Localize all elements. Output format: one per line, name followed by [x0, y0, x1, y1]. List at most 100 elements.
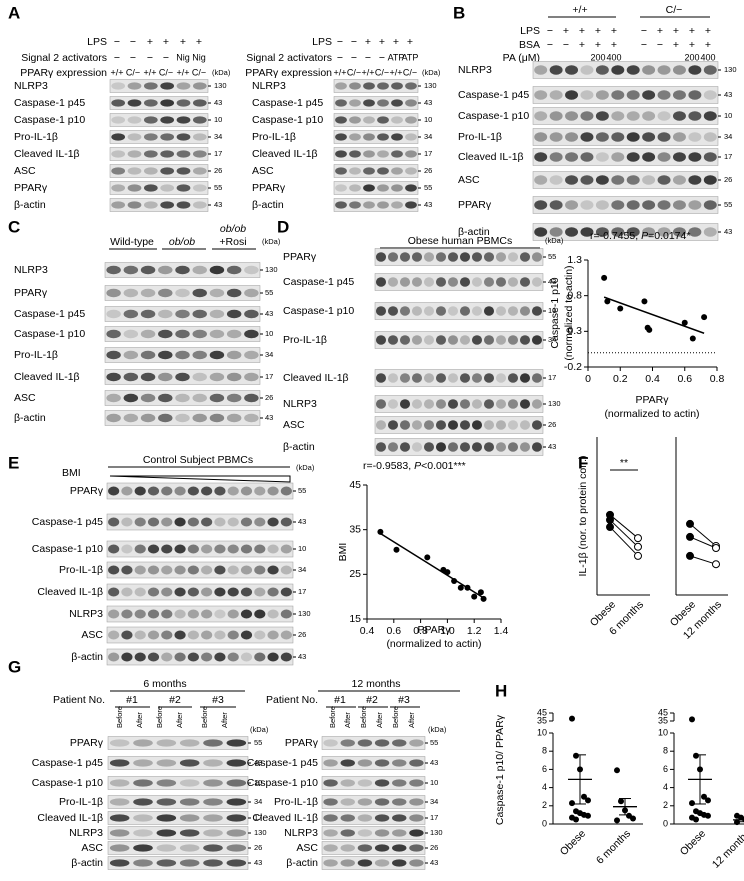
band — [423, 373, 435, 383]
band — [192, 82, 207, 90]
point — [573, 816, 579, 823]
band — [156, 739, 177, 747]
row-label: Caspase-1 p10 — [283, 305, 354, 317]
band — [642, 65, 656, 75]
kda-label: 43 — [254, 858, 262, 867]
kda-label: 130 — [254, 828, 267, 837]
band — [156, 814, 177, 822]
kda-label: 43 — [298, 652, 306, 661]
band — [133, 739, 153, 747]
band — [340, 779, 355, 787]
band — [672, 90, 686, 100]
band — [580, 65, 594, 75]
row-label: NLRP3 — [14, 264, 48, 276]
y-tick-label: 4 — [663, 782, 668, 792]
lane-label: After — [375, 712, 384, 728]
band — [214, 486, 226, 496]
row-label: Pro-IL-1β — [14, 131, 58, 143]
band — [409, 759, 424, 767]
band — [483, 373, 495, 383]
row-label: β-actin — [252, 199, 284, 211]
band — [161, 544, 173, 554]
band — [174, 587, 186, 597]
band — [179, 798, 200, 806]
header-label: Signal 2 activators — [246, 52, 332, 64]
axis-label: (normalized to actin) — [563, 265, 575, 360]
band — [672, 65, 686, 75]
kda-label: 55 — [424, 183, 432, 192]
kda-label: 10 — [265, 329, 273, 338]
header-cell: + — [595, 39, 601, 51]
band — [203, 814, 223, 822]
row-label: Caspase-1 p10 — [252, 114, 323, 126]
group-text: #2 — [169, 694, 181, 706]
band — [175, 393, 190, 403]
band — [657, 65, 671, 75]
point — [712, 560, 720, 569]
kda-label: 34 — [548, 335, 556, 344]
band — [519, 420, 531, 430]
kda-label: 10 — [424, 115, 432, 124]
band — [121, 517, 133, 527]
band — [392, 829, 407, 837]
band — [611, 132, 625, 142]
kda-label: 130 — [265, 265, 278, 274]
band — [121, 587, 133, 597]
axis-label: IL-1β (nor. to protein con.) — [577, 455, 589, 576]
kda-label: 10 — [724, 111, 732, 120]
band — [179, 759, 200, 767]
axis-label: Caspase-1 p10/ PPARγ — [494, 714, 506, 825]
y-tick-label: 10 — [658, 727, 668, 737]
band — [226, 393, 242, 403]
band — [377, 133, 389, 141]
kda-label: 17 — [424, 149, 432, 158]
band — [192, 350, 207, 360]
band — [411, 252, 423, 262]
band — [357, 829, 373, 837]
band — [335, 167, 347, 175]
header-cell: − — [337, 52, 343, 64]
band — [111, 133, 126, 141]
band — [254, 652, 266, 662]
header-cell: C/− — [375, 67, 389, 77]
band — [519, 442, 531, 452]
band — [565, 132, 579, 142]
header-label: Signal 2 activators — [21, 52, 107, 64]
band — [203, 739, 223, 747]
band — [203, 829, 223, 837]
row-label: Caspase-1 p45 — [32, 516, 103, 528]
annotation-part: <0.001*** — [421, 460, 466, 472]
band — [109, 739, 130, 747]
band — [349, 150, 361, 158]
band — [161, 486, 173, 496]
row-label: β-actin — [283, 441, 315, 453]
group-text: +Rosi — [219, 236, 246, 248]
header-cell: +/+ — [333, 67, 346, 77]
kda-label: 43 — [430, 858, 438, 867]
row-label: Cleaved IL-1β — [252, 812, 318, 824]
band — [143, 82, 158, 90]
group-text: C/− — [666, 4, 683, 16]
header-cell: + — [579, 25, 585, 37]
band — [254, 609, 266, 619]
band — [267, 630, 279, 640]
x-tick-label: 0 — [585, 373, 591, 385]
band — [377, 116, 389, 124]
kda-unit: (kDa) — [262, 237, 281, 246]
row-label: PPARγ — [14, 287, 48, 299]
header-cell: 200 — [590, 52, 605, 62]
band — [688, 200, 702, 210]
band — [111, 99, 126, 107]
kda-label: 26 — [424, 166, 432, 175]
point — [464, 584, 471, 591]
row-label: Pro-IL-1β — [14, 349, 58, 361]
band — [657, 175, 671, 185]
lane-label: Before — [115, 706, 124, 728]
band — [123, 413, 139, 423]
kda-label: 17 — [430, 813, 438, 822]
kda-label: 10 — [548, 306, 556, 315]
band — [657, 90, 671, 100]
kda-label: 17 — [254, 813, 262, 822]
row-label: NLRP3 — [283, 398, 317, 410]
band — [531, 335, 543, 345]
